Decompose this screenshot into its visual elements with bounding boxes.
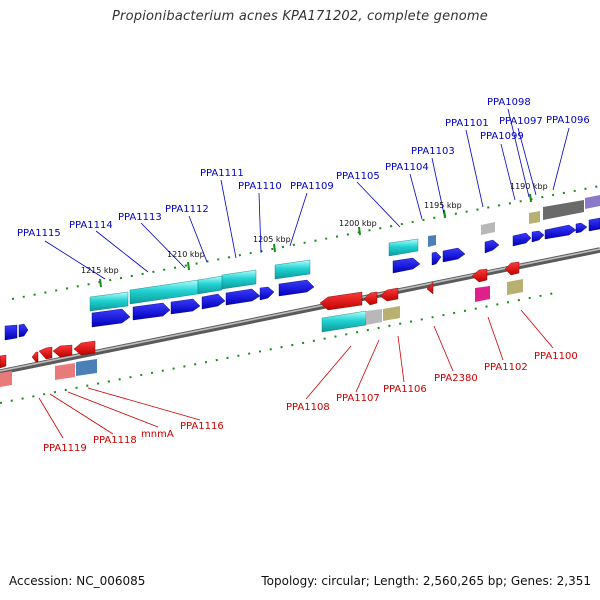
gene-arrow-forward: [531, 230, 545, 243]
gene-arrow-forward: [278, 279, 315, 297]
gene-arrow-reverse: [38, 346, 53, 360]
gene-arrow-forward: [170, 298, 201, 315]
gene-arrow-reverse: [0, 354, 7, 369]
gene-label-reverse: PPA1107: [336, 393, 380, 404]
scale-labels: 1215 kbp 1210 kbp 1205 kbp 1200 kbp 1195…: [81, 182, 548, 275]
rna-feature-forward: [89, 291, 129, 312]
feature-box-grey: [366, 309, 382, 325]
rna-feature-reverse: [321, 310, 367, 333]
scale-label: 1205 kbp: [253, 235, 291, 244]
scale-label: 1195 kbp: [424, 201, 462, 210]
gene-arrow-forward: [132, 302, 171, 321]
gene-label-forward: PPA1113: [118, 212, 162, 223]
gene-label-forward: PPA1109: [290, 181, 334, 192]
gene-label-reverse: mnmA: [141, 429, 174, 440]
reverse-leader-lines: [38, 309, 554, 439]
rna-feature-forward: [197, 275, 223, 295]
reverse-features[interactable]: [0, 279, 523, 387]
gene-arrow-reverse: [379, 287, 399, 302]
rna-feature-forward: [221, 269, 257, 290]
gene-arrow-forward: [484, 239, 500, 254]
feature-box-olive: [507, 279, 523, 295]
feature-box-grey: [481, 222, 495, 235]
genome-backbone: [0, 247, 600, 375]
gene-label-forward: PPA1097: [499, 116, 543, 127]
gene-label-reverse: PPA1118: [93, 435, 137, 446]
gene-label-forward: PPA1098: [487, 97, 531, 108]
gene-label-reverse: PPA1119: [43, 443, 87, 454]
feature-box-olive: [383, 306, 400, 321]
gene-label-forward: PPA1110: [238, 181, 282, 192]
feature-box-magenta: [475, 286, 490, 302]
gene-arrow-forward: [259, 286, 275, 301]
gene-label-reverse: PPA1100: [534, 351, 578, 362]
gene-arrow-reverse: [52, 344, 73, 358]
map-title: Propionibacterium acnes KPA171202, compl…: [112, 9, 488, 24]
scale-ticks: [99, 193, 532, 288]
forward-misc-features[interactable]: [428, 195, 600, 247]
scale-label: 1200 kbp: [339, 219, 377, 228]
feature-box-steelblue: [76, 359, 97, 376]
forward-genes[interactable]: [4, 217, 600, 341]
gene-label-forward: PPA1101: [445, 118, 489, 129]
gene-arrow-reverse: [504, 261, 520, 276]
rna-feature-forward: [274, 259, 311, 280]
gene-label-forward: PPA1112: [165, 204, 209, 215]
reverse-genes[interactable]: [0, 261, 520, 369]
feature-box-pink: [0, 371, 12, 387]
topology-summary: Topology: circular; Length: 2,560,265 bp…: [261, 574, 591, 588]
gene-arrow-forward: [392, 257, 421, 274]
forward-gene-labels: PPA1115 PPA1114 PPA1113 PPA1112 PPA1111 …: [17, 97, 590, 239]
gene-label-forward: PPA1114: [69, 220, 113, 231]
gene-label-forward: PPA1115: [17, 228, 61, 239]
gene-arrow-forward: [201, 293, 226, 310]
gene-label-reverse: PPA1108: [286, 402, 330, 413]
gene-arrow-reverse: [319, 291, 363, 311]
gene-label-reverse: PPA2380: [434, 373, 478, 384]
gene-label-forward: PPA1099: [480, 131, 524, 142]
gene-arrow-reverse: [363, 291, 378, 306]
gene-label-reverse: PPA1116: [180, 421, 224, 432]
gene-arrow-reverse: [471, 268, 488, 283]
gene-arrow-forward: [225, 288, 261, 306]
scale-label: 1215 kbp: [81, 266, 119, 275]
feature-box-lavender: [585, 195, 600, 209]
gene-arrow-forward: [91, 308, 131, 328]
gene-label-forward: PPA1105: [336, 171, 380, 182]
accession-label: Accession: NC_006085: [9, 574, 146, 588]
feature-box-steelblue: [428, 235, 436, 247]
forward-leader-lines: [44, 108, 570, 280]
gene-arrow-forward: [512, 232, 532, 247]
feature-box-pink: [55, 363, 75, 380]
feature-box-darkgrey: [543, 200, 584, 220]
forward-rna-features[interactable]: [89, 238, 419, 312]
gene-arrow-reverse: [31, 351, 39, 363]
gene-arrow-forward: [588, 217, 600, 232]
gene-label-reverse: PPA1102: [484, 362, 528, 373]
gene-label-reverse: PPA1106: [383, 384, 427, 395]
scale-label: 1190 kbp: [510, 182, 548, 191]
gene-arrow-forward: [544, 224, 577, 240]
reverse-gene-labels: PPA1119 PPA1118 mnmA PPA1116 PPA1108 PPA…: [43, 351, 578, 454]
rna-feature-forward: [388, 238, 419, 257]
scale-label: 1210 kbp: [167, 250, 205, 259]
gene-label-forward: PPA1104: [385, 162, 429, 173]
gene-arrow-forward: [575, 222, 588, 234]
gene-label-forward: PPA1111: [200, 168, 244, 179]
gene-label-forward: PPA1096: [546, 115, 590, 126]
gene-arrow-forward: [442, 247, 466, 263]
upper-tick-track: [11, 185, 600, 300]
gene-label-forward: PPA1103: [411, 146, 455, 157]
gene-arrow-forward: [431, 251, 442, 266]
gene-arrow-forward: [4, 324, 18, 341]
feature-box-olive: [529, 211, 540, 224]
gene-arrow-forward: [18, 323, 29, 338]
gene-arrow-reverse: [73, 340, 96, 356]
gene-arrow-reverse: [426, 281, 434, 295]
